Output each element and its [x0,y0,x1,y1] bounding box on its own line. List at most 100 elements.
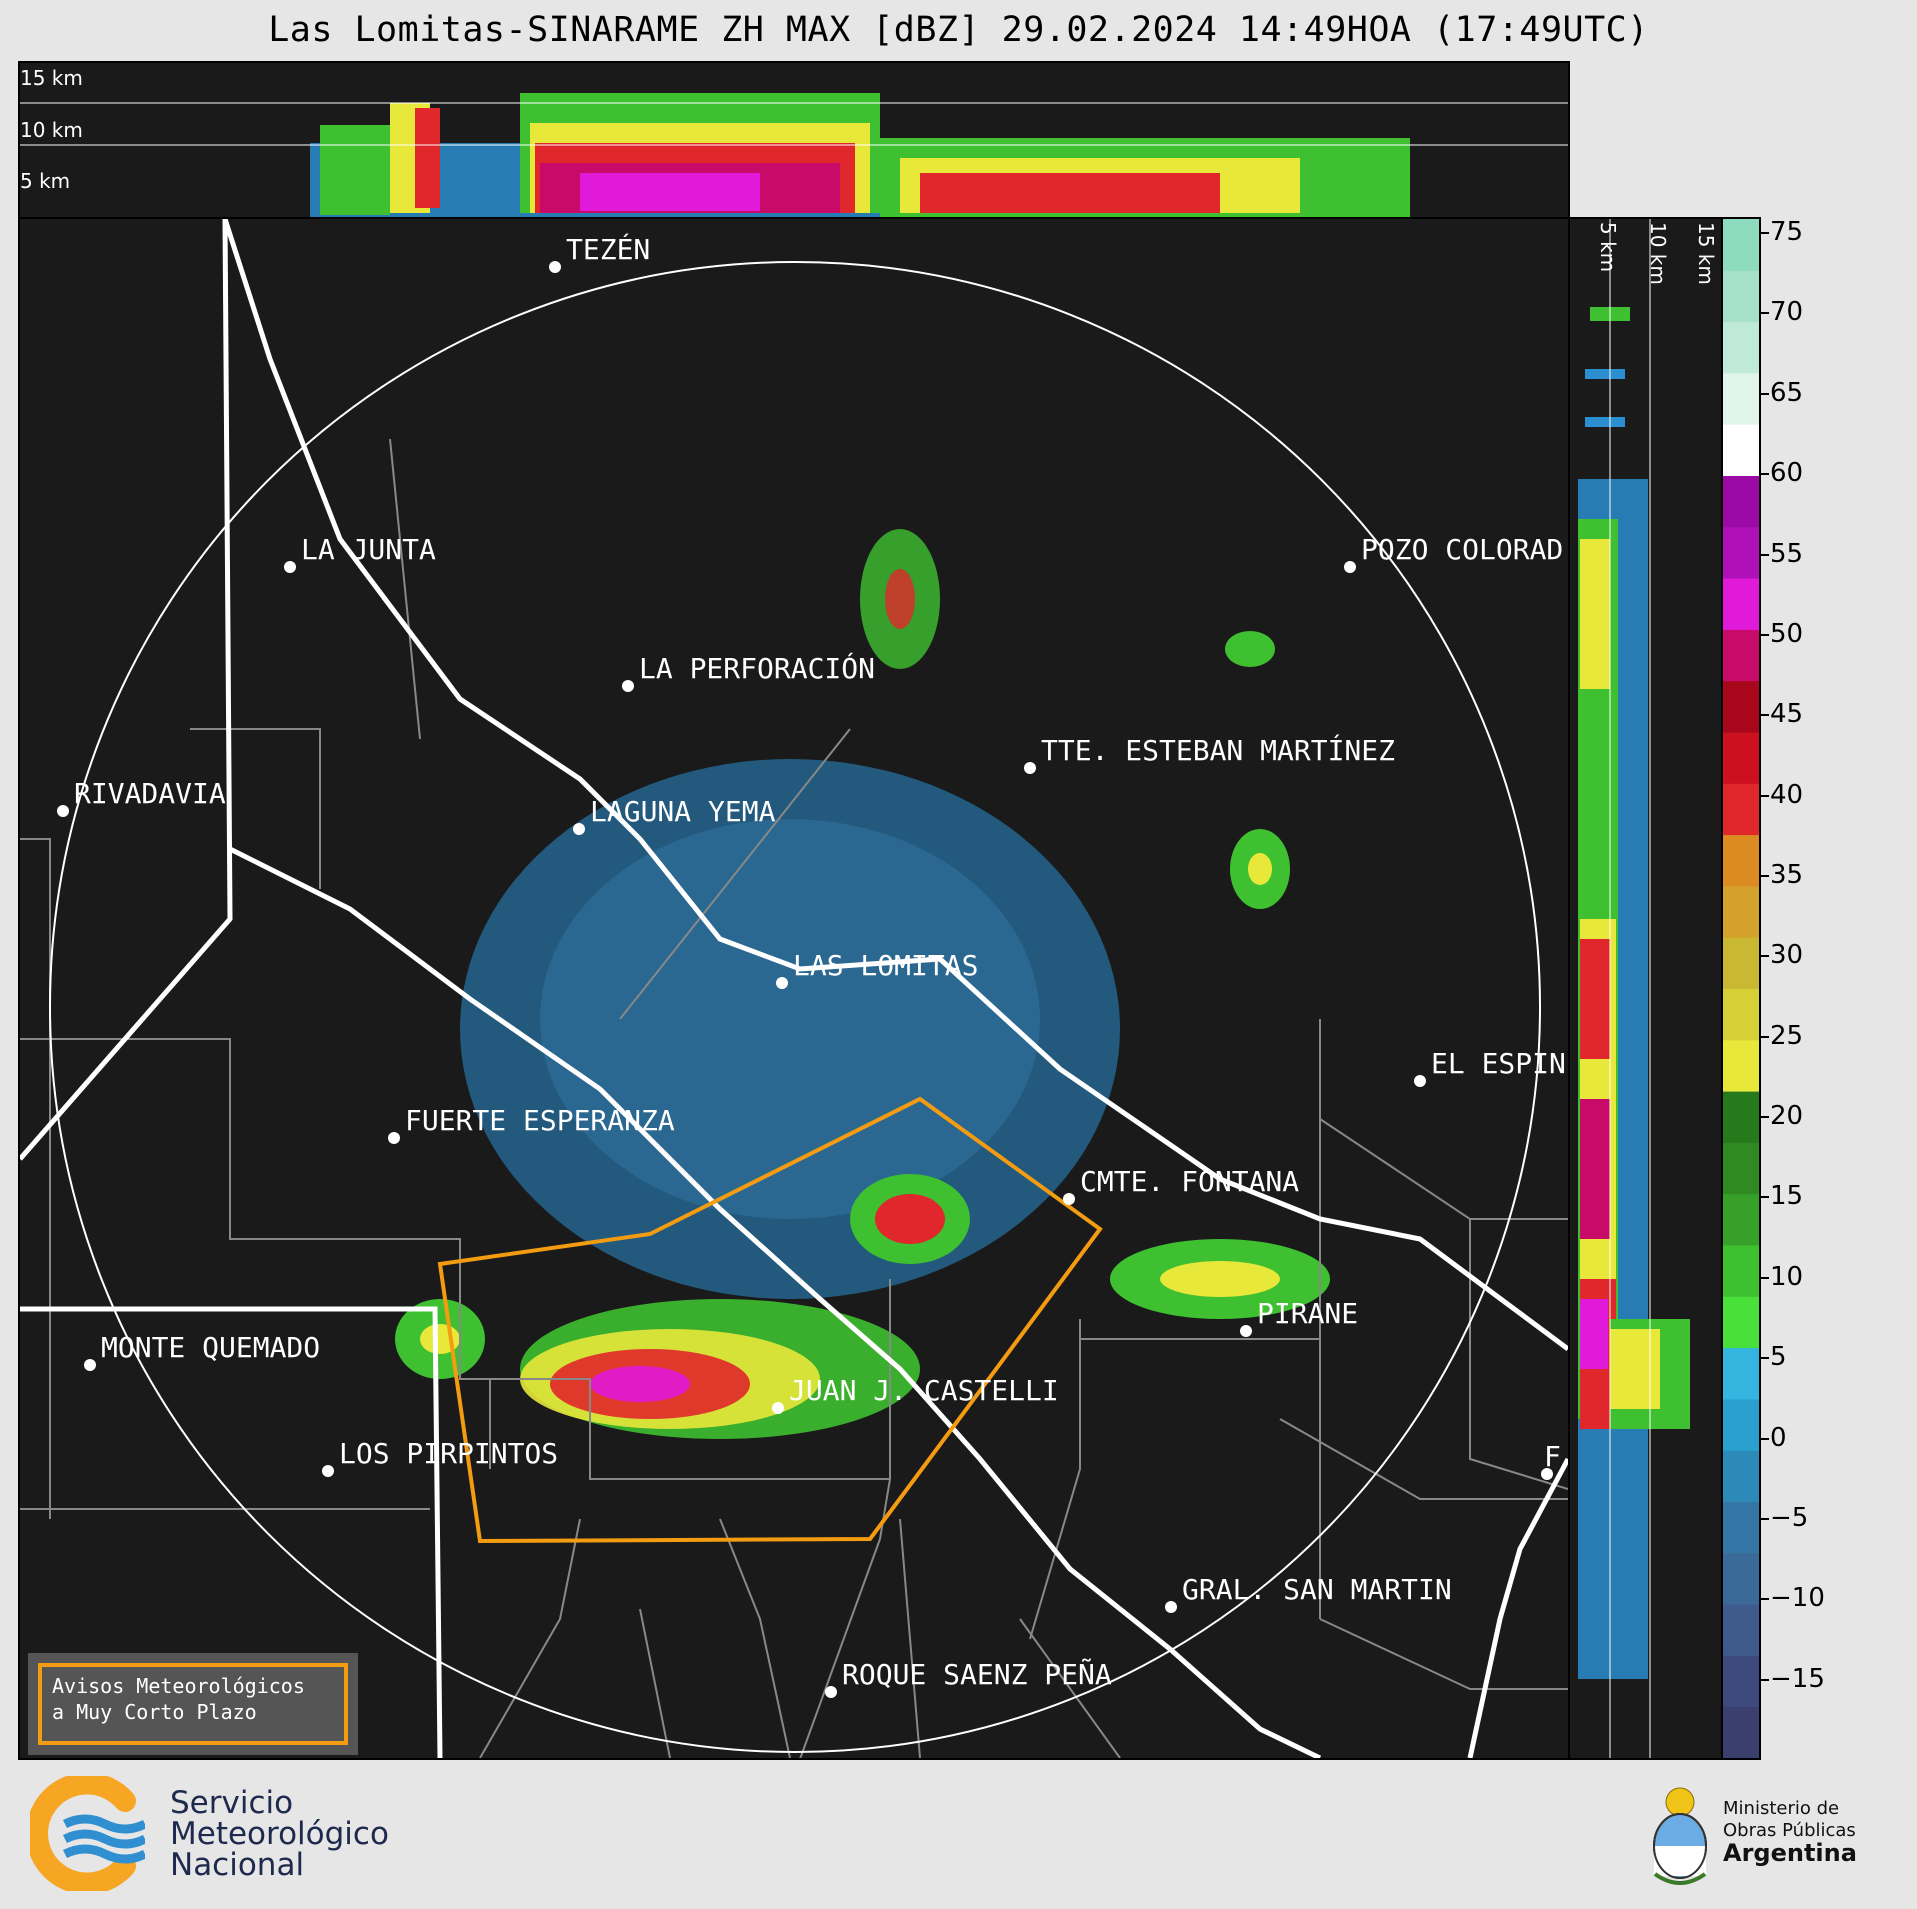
city-roque-saenz-pena[interactable]: ROQUE SAENZ PEÑA [825,1657,1112,1698]
colorbar-segment [1723,1450,1759,1502]
colorbar-segment [1723,783,1759,836]
city-la-junta[interactable]: LA JUNTA [284,533,436,573]
warning-polygon[interactable] [437,1096,1103,1544]
side-alt-label-15km: 15 km [1694,222,1718,285]
colorbar-tick-label: −5 [1770,1502,1809,1533]
city-pirane[interactable]: PIRANE [1240,1297,1358,1337]
colorbar-tick-label: 20 [1770,1101,1804,1132]
mop-line1: Ministerio de [1723,1798,1840,1819]
colorbar-tick-label: 70 [1770,297,1804,328]
city-label-tezen: TEZÉN [566,232,650,266]
colorbar-tick-label: 45 [1770,699,1804,730]
colorbar-tick-label: 60 [1770,458,1804,489]
city-monte-quemado[interactable]: MONTE QUEMADO [84,1331,320,1371]
colorbar-tick-mark [1761,1598,1769,1601]
colorbar-segment [1723,578,1759,630]
colorbar-segment [1723,988,1759,1041]
city-label-monte-quemado: MONTE QUEMADO [101,1331,320,1364]
colorbar-segment [1723,885,1759,938]
colorbar-segment [1723,680,1759,733]
side-echo-band [1578,307,1690,1679]
colorbar-segment [1723,526,1759,579]
colorbar-segment [1723,1398,1759,1451]
city-label-las-lomitas: LAS LOMITAS [793,949,978,982]
city-pozo-colorado[interactable]: POZO COLORAD [1344,533,1563,573]
colorbar-tick-label: 10 [1770,1261,1804,1292]
aviso-line1: Avisos Meteorológicos [52,1674,305,1698]
colorbar-segment [1723,1193,1759,1246]
dbz-colorbar [1721,217,1761,1760]
city-label-laguna-yema: LAGUNA YEMA [590,795,776,828]
colorbar-segment [1723,1142,1759,1195]
colorbar-tick-label: −10 [1770,1583,1825,1614]
colorbar-segment [1723,1091,1759,1143]
smn-logo-icon [30,1776,145,1891]
top-alt-label-10km: 10 km [20,118,83,142]
side-cross-section-svg [1578,219,1690,1758]
colorbar-tick-label: −15 [1770,1663,1825,1694]
colorbar-tick-label: 25 [1770,1020,1804,1051]
colorbar-tick-mark [1761,1357,1769,1360]
city-label-pozo-colorado: POZO COLORAD [1361,533,1563,566]
city-tte-esteban-martinez[interactable]: TTE. ESTEBAN MARTÍNEZ [1024,733,1395,774]
city-fuerte-esperanza[interactable]: FUERTE ESPERANZA [388,1104,675,1144]
colorbar-tick-mark [1761,1517,1769,1520]
city-label-formosa-partial: F [1544,1440,1561,1473]
top-cross-section-svg [20,93,1568,217]
colorbar-segment [1723,629,1759,682]
city-rivadavia[interactable]: RIVADAVIA [57,777,226,817]
colorbar-segment [1723,1706,1759,1758]
colorbar-segment [1723,834,1759,887]
argentina-coat-of-arms-icon [1653,1787,1707,1885]
city-formosa-partial[interactable]: F [1541,1440,1561,1480]
smn-logo-text: Servicio Meteorológico Nacional [170,1788,389,1881]
city-gral-san-martin[interactable]: GRAL. SAN MARTIN [1165,1573,1452,1613]
top-alt-label-15km: 15 km [20,66,83,90]
colorbar-segment [1723,219,1759,271]
side-alt-label-5km: 5 km [1596,222,1620,273]
colorbar-tick-mark [1761,312,1769,315]
city-los-pirpintos[interactable]: LOS PIRPINTOS [322,1437,558,1477]
colorbar-tick-label: 40 [1770,779,1804,810]
city-label-el-espinillo: EL ESPIN [1431,1047,1566,1080]
colorbar-tick-mark [1761,1678,1769,1681]
radar-map-panel[interactable]: TEZÉN LA JUNTA POZO COLORAD LA PERFORACI… [18,217,1570,1760]
colorbar-tick-mark [1761,955,1769,958]
city-juan-j-castelli[interactable]: JUAN J. CASTELLI [772,1374,1059,1414]
city-label-la-perforacion: LA PERFORACIÓN [639,651,875,685]
city-label-juan-j-castelli: JUAN J. CASTELLI [789,1374,1059,1407]
city-la-perforacion[interactable]: LA PERFORACIÓN [622,651,875,692]
radar-map-svg[interactable]: TEZÉN LA JUNTA POZO COLORAD LA PERFORACI… [20,219,1568,1758]
mop-line3: Argentina [1723,1841,1857,1867]
colorbar-segment [1723,321,1759,374]
colorbar-segment [1723,1552,1759,1605]
colorbar-tick-label: 75 [1770,217,1804,248]
smn-line2: Meteorológico [170,1816,389,1852]
radar-range-ring [49,261,1541,1753]
page-title: Las Lomitas-SINARAME ZH MAX [dBZ] 29.02.… [268,10,1649,50]
colorbar-tick-label: 15 [1770,1181,1804,1212]
mop-line2: Obras Públicas [1723,1820,1856,1841]
colorbar-tick-label: 0 [1770,1422,1787,1453]
city-las-lomitas[interactable]: LAS LOMITAS [776,949,978,989]
colorbar-segment [1723,1296,1759,1349]
city-label-fuerte-esperanza: FUERTE ESPERANZA [405,1104,675,1137]
city-label-los-pirpintos: LOS PIRPINTOS [339,1437,558,1470]
city-label-tte-esteban-martinez: TTE. ESTEBAN MARTÍNEZ [1041,733,1395,767]
colorbar-tick-label: 30 [1770,940,1804,971]
colorbar-tick-label: 5 [1770,1342,1787,1373]
top-alt-label-5km: 5 km [20,169,71,193]
city-tezen[interactable]: TEZÉN [549,232,650,273]
city-label-gral-san-martin: GRAL. SAN MARTIN [1182,1573,1452,1606]
city-laguna-yema[interactable]: LAGUNA YEMA [573,795,776,835]
colorbar-segment [1723,372,1759,425]
city-el-espinillo[interactable]: EL ESPIN [1414,1047,1566,1087]
city-cmte-fontana[interactable]: CMTE. FONTANA [1063,1165,1299,1205]
colorbar-tick-mark [1761,1035,1769,1038]
aviso-legend[interactable]: Avisos Meteorológicos a Muy Corto Plazo [28,1653,358,1755]
side-alt-label-10km: 10 km [1646,222,1670,285]
colorbar-segment [1723,1347,1759,1400]
colorbar-tick-mark [1761,794,1769,797]
colorbar-tick-mark [1761,874,1769,877]
top-echo-band [310,93,1410,217]
